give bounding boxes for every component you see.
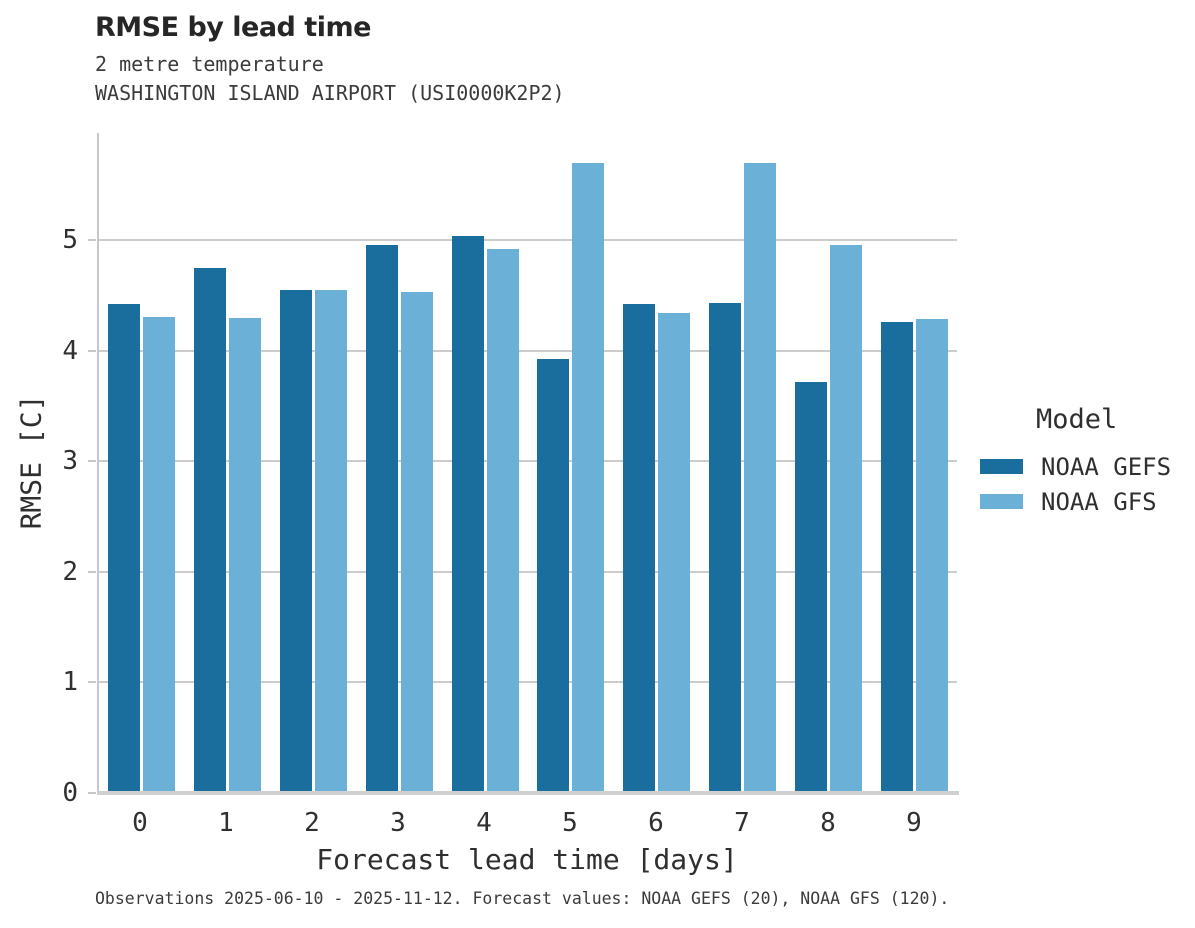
bar-noaa-gefs-day-2 (279, 290, 312, 793)
legend: Model NOAA GEFS NOAA GFS (980, 404, 1171, 519)
y-tickmark-2 (88, 570, 96, 573)
x-tick-label-6: 6 (648, 808, 664, 838)
x-tick-label-2: 2 (304, 808, 320, 838)
y-tickmark-5 (88, 239, 96, 242)
bar-noaa-gfs-day-0 (143, 316, 176, 793)
bar-group-day-4 (442, 133, 528, 793)
x-tick-label-9: 9 (906, 808, 922, 838)
bar-group-day-2 (271, 133, 357, 793)
chart-subtitle-variable: 2 metre temperature (95, 52, 324, 76)
y-tickmark-0 (88, 792, 96, 794)
legend-item-noaa-gfs: NOAA GFS (980, 484, 1171, 519)
y-tick-label-0: 0 (62, 778, 78, 808)
bar-group-day-7 (700, 133, 786, 793)
bar-noaa-gefs-day-7 (708, 303, 741, 793)
bars-container (99, 133, 957, 793)
y-tick-label-4: 4 (62, 335, 78, 366)
y-tickmark-3 (88, 460, 96, 463)
gridline-y-3 (99, 460, 957, 463)
chart-header: RMSE by lead time 2 metre temperature WA… (95, 12, 565, 108)
bar-noaa-gfs-day-4 (486, 249, 519, 793)
bar-noaa-gfs-day-6 (658, 313, 691, 793)
x-axis-ticks: 0 1 2 3 4 5 6 7 8 9 (97, 808, 957, 838)
y-tick-label-3: 3 (62, 446, 78, 477)
bar-noaa-gfs-day-1 (229, 317, 262, 793)
bar-noaa-gefs-day-6 (623, 304, 656, 793)
gridline-y-5 (99, 239, 957, 242)
bar-noaa-gefs-day-1 (194, 267, 227, 793)
y-tick-label-5: 5 (62, 225, 78, 256)
x-tick-label-8: 8 (820, 808, 836, 838)
legend-label-noaa-gfs: NOAA GFS (1041, 487, 1157, 516)
bar-noaa-gfs-day-5 (572, 162, 605, 793)
y-tickmark-1 (88, 681, 96, 684)
chart-title: RMSE by lead time (95, 12, 371, 43)
bar-noaa-gfs-day-9 (915, 318, 948, 793)
y-tickmark-4 (88, 349, 96, 352)
bar-noaa-gefs-day-5 (537, 358, 570, 793)
legend-swatch-noaa-gefs (980, 459, 1023, 474)
y-tick-label-2: 2 (62, 556, 78, 587)
bar-noaa-gfs-day-8 (829, 244, 862, 793)
x-axis-label: Forecast lead time [days] (316, 843, 738, 876)
bar-noaa-gefs-day-3 (365, 244, 398, 793)
legend-item-noaa-gefs: NOAA GEFS (980, 449, 1171, 484)
bar-noaa-gfs-day-2 (314, 290, 347, 793)
bar-noaa-gfs-day-3 (400, 292, 433, 793)
gridline-y-4 (99, 349, 957, 352)
legend-title: Model (1036, 404, 1118, 435)
chart-subtitle-station: WASHINGTON ISLAND AIRPORT (USI0000K2P2) (95, 81, 565, 105)
bar-noaa-gefs-day-0 (108, 304, 141, 793)
bar-group-day-8 (785, 133, 871, 793)
legend-label-noaa-gefs: NOAA GEFS (1041, 452, 1172, 481)
plot-area (97, 133, 959, 795)
x-tick-label-3: 3 (390, 808, 406, 838)
caption: Observations 2025-06-10 - 2025-11-12. Fo… (95, 889, 950, 908)
gridline-y-1 (99, 681, 957, 684)
x-tick-label-1: 1 (218, 808, 234, 838)
bar-noaa-gefs-day-9 (880, 322, 913, 793)
x-tick-label-7: 7 (734, 808, 750, 838)
y-tick-label-1: 1 (62, 667, 78, 698)
x-tick-label-4: 4 (476, 808, 492, 838)
x-tick-label-5: 5 (562, 808, 578, 838)
bar-group-day-1 (185, 133, 271, 793)
legend-swatch-noaa-gfs (980, 494, 1023, 509)
x-tick-label-0: 0 (132, 808, 148, 838)
bar-group-day-9 (871, 133, 957, 793)
bar-group-day-0 (99, 133, 185, 793)
bar-noaa-gefs-day-4 (451, 235, 484, 793)
gridline-y-2 (99, 570, 957, 573)
x-axis-spine (97, 791, 959, 795)
bar-group-day-6 (614, 133, 700, 793)
bar-noaa-gfs-day-7 (743, 162, 776, 793)
bar-group-day-3 (356, 133, 442, 793)
bar-group-day-5 (528, 133, 614, 793)
bar-noaa-gefs-day-8 (794, 381, 827, 793)
